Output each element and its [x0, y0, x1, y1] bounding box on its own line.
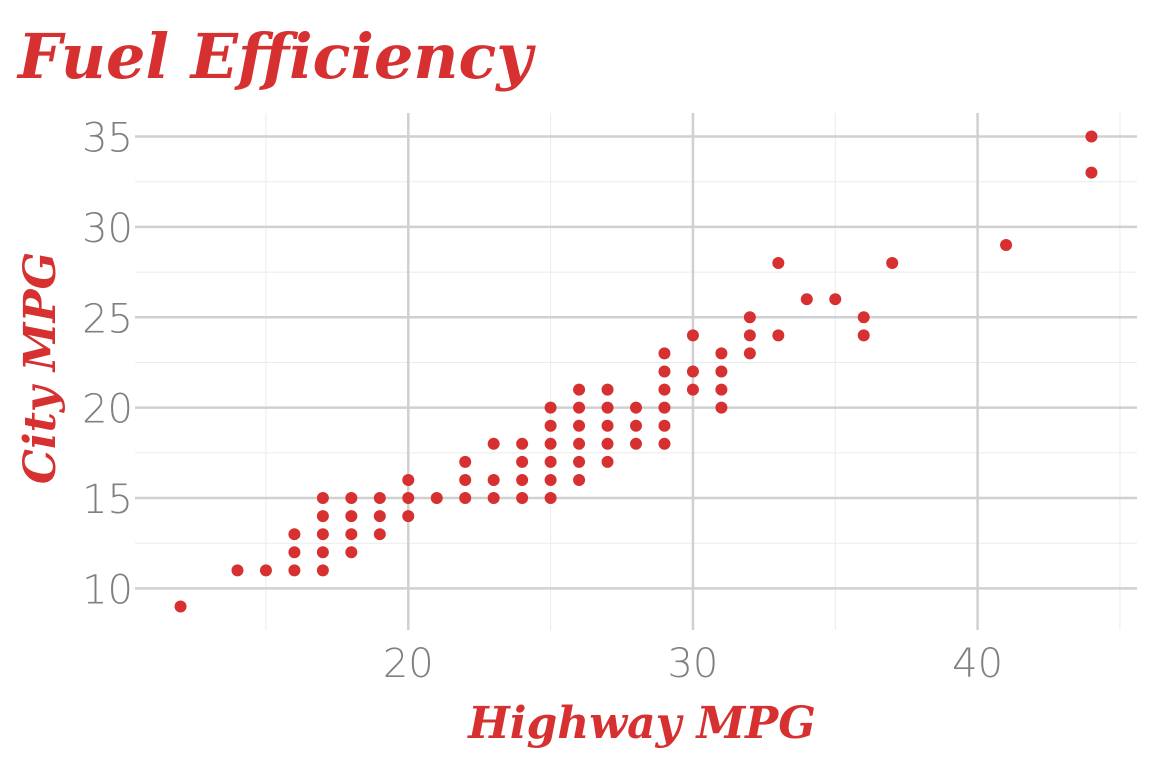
- point: [259, 564, 272, 577]
- point: [686, 329, 699, 342]
- y-tick-label: 35: [82, 116, 133, 162]
- point: [715, 365, 728, 378]
- point: [430, 492, 443, 505]
- point: [345, 546, 358, 559]
- point: [658, 347, 671, 360]
- y-tick-label: 15: [82, 477, 133, 523]
- point: [743, 311, 756, 324]
- point: [601, 383, 614, 396]
- x-tick-label: 30: [667, 641, 718, 687]
- point: [573, 419, 586, 432]
- point: [772, 257, 785, 270]
- point: [1085, 166, 1098, 179]
- point: [402, 492, 415, 505]
- point: [373, 492, 386, 505]
- point: [345, 510, 358, 523]
- point: [658, 419, 671, 432]
- point: [544, 401, 557, 414]
- point: [373, 510, 386, 523]
- point: [573, 473, 586, 486]
- point: [516, 455, 529, 468]
- point: [459, 492, 472, 505]
- point: [886, 257, 899, 270]
- point: [1000, 238, 1013, 251]
- point: [658, 401, 671, 414]
- y-tick-label: 30: [82, 206, 133, 252]
- point: [487, 437, 500, 450]
- point: [743, 347, 756, 360]
- point: [1085, 130, 1098, 143]
- point: [316, 510, 329, 523]
- point: [630, 401, 642, 414]
- point: [402, 473, 415, 486]
- point: [316, 528, 329, 541]
- point: [459, 473, 472, 486]
- y-tick-label: 20: [82, 387, 133, 433]
- point: [487, 492, 500, 505]
- point: [630, 437, 642, 450]
- point: [800, 293, 813, 306]
- point: [573, 437, 586, 450]
- x-axis-label: Highway MPG: [466, 698, 816, 749]
- y-tick-label: 25: [82, 296, 133, 342]
- point: [573, 455, 586, 468]
- point: [601, 401, 614, 414]
- point: [715, 401, 728, 414]
- point: [459, 455, 472, 468]
- point: [288, 528, 301, 541]
- point: [345, 528, 358, 541]
- point: [829, 293, 842, 306]
- point: [516, 437, 529, 450]
- point: [544, 492, 557, 505]
- point: [544, 455, 557, 468]
- point: [686, 365, 699, 378]
- point: [544, 437, 557, 450]
- point: [516, 473, 529, 486]
- x-tick-label: 20: [383, 641, 434, 687]
- x-tick-label: 40: [952, 641, 1003, 687]
- point: [743, 329, 756, 342]
- chart-title: Fuel Efficiency: [16, 20, 536, 93]
- point: [715, 383, 728, 396]
- point: [345, 492, 358, 505]
- point: [288, 546, 301, 559]
- point: [658, 383, 671, 396]
- point: [373, 528, 386, 541]
- point: [601, 419, 614, 432]
- y-axis-label: City MPG: [15, 252, 66, 484]
- point: [544, 473, 557, 486]
- point: [630, 419, 642, 432]
- point: [174, 600, 187, 613]
- point: [601, 455, 614, 468]
- point: [772, 329, 785, 342]
- point: [686, 383, 699, 396]
- point: [487, 473, 500, 486]
- point: [544, 419, 557, 432]
- point: [316, 564, 329, 577]
- point: [402, 510, 415, 523]
- point: [316, 492, 329, 505]
- point: [316, 546, 329, 559]
- point: [715, 347, 728, 360]
- point: [658, 365, 671, 378]
- point: [288, 564, 301, 577]
- y-tick-label: 10: [82, 567, 133, 613]
- point: [573, 401, 586, 414]
- point: [516, 492, 529, 505]
- point: [601, 437, 614, 450]
- point: [857, 329, 870, 342]
- point: [573, 383, 586, 396]
- point: [231, 564, 244, 577]
- point: [857, 311, 870, 324]
- point: [658, 437, 671, 450]
